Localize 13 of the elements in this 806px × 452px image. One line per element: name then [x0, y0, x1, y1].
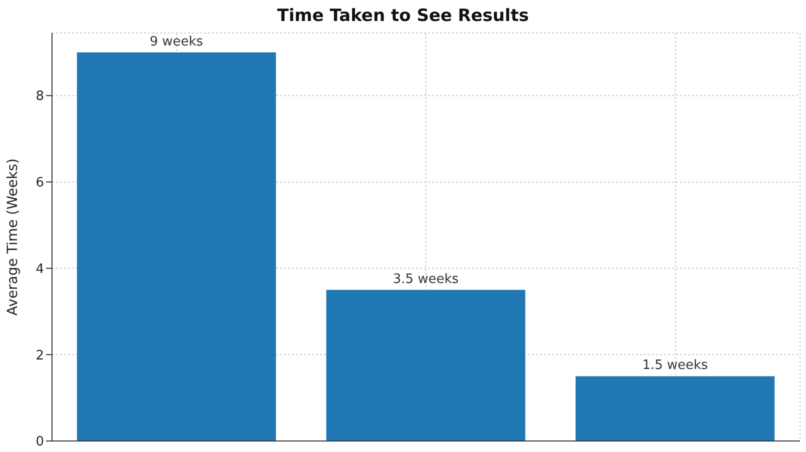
bar — [576, 376, 775, 441]
y-tick-label: 0 — [36, 434, 44, 450]
data-label: 9 weeks — [150, 34, 204, 50]
data-label: 3.5 weeks — [392, 272, 459, 287]
chart-title: Time Taken to See Results — [276, 6, 530, 26]
bar — [326, 290, 526, 441]
y-tick-label: 8 — [36, 89, 44, 104]
data-label: 1.5 weeks — [642, 358, 708, 374]
y-tick-label: 2 — [36, 348, 44, 364]
y-axis-title: Average Time (Weeks) — [4, 158, 21, 316]
y-tick-label: 4 — [36, 262, 44, 277]
bar — [76, 52, 276, 441]
y-tick-label: 6 — [36, 176, 44, 191]
